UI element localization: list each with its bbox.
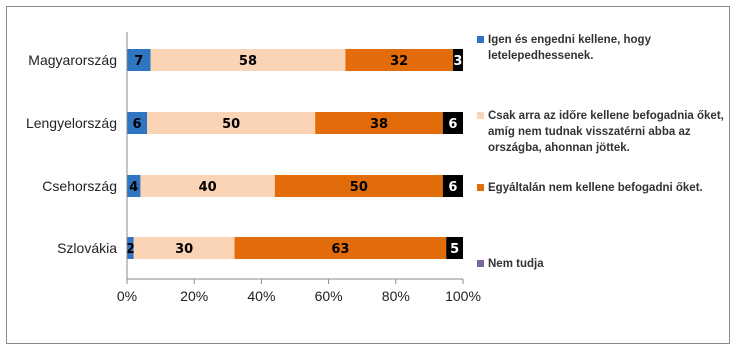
legend: Igen és engedni kellene, hogy letelepedhe…: [477, 34, 724, 270]
legend-swatch: [477, 112, 484, 119]
legend-swatch: [477, 36, 484, 43]
legend-swatch: [477, 260, 484, 267]
data-label: 32: [390, 54, 408, 69]
bar-segment: [345, 49, 453, 71]
bar-segment: [315, 112, 443, 134]
x-tick-label: 100%: [445, 288, 481, 304]
bar-segment: [442, 112, 463, 134]
legend-label: Igen és engedni kellene, hogy: [488, 34, 652, 46]
bar-segment: [140, 175, 275, 197]
bar-segment: [127, 237, 134, 259]
data-label: 2: [126, 242, 135, 257]
bar-segment: [274, 175, 443, 197]
data-label: 6: [448, 117, 457, 132]
x-tick-label: 0%: [117, 288, 137, 304]
bar-segment: [133, 237, 235, 259]
data-label: 6: [448, 180, 457, 195]
axis-layer: Magyarország Lengyelország Csehország Szlov…: [26, 32, 481, 304]
bar-segment: [452, 49, 463, 71]
data-label: 5: [450, 242, 459, 257]
legend-label: Csak arra az időre kellene befogadnia ők…: [488, 110, 724, 122]
data-label: 58: [239, 54, 257, 69]
data-label: 63: [331, 242, 349, 257]
data-label: 3: [453, 54, 462, 69]
bar-segment: [147, 112, 316, 134]
bar-segment: [234, 237, 447, 259]
bar-segment: [446, 237, 463, 259]
data-label: 6: [133, 117, 142, 132]
data-label: 30: [175, 242, 193, 257]
bar-segment: [442, 175, 463, 197]
x-tick-label: 20%: [180, 288, 208, 304]
x-tick-label: 40%: [247, 288, 275, 304]
category-label: Lengyelország: [26, 115, 117, 131]
legend-label: Egyáltalán nem kellene befogadni őket.: [488, 182, 703, 194]
data-label: 4: [129, 180, 138, 195]
data-label: 50: [350, 180, 368, 195]
x-tick-label: 60%: [315, 288, 343, 304]
data-label: 40: [199, 180, 217, 195]
data-label: 38: [370, 117, 388, 132]
category-label: Csehország: [42, 178, 117, 194]
bar-segment: [127, 49, 151, 71]
legend-label: Nem tudja: [488, 258, 544, 270]
data-label: 7: [134, 54, 143, 69]
bars-layer: 7 58 32 3 6 50 38 6 4 40 50 6 2 30 63 5: [126, 49, 463, 259]
bar-segment: [127, 112, 148, 134]
legend-label: letelepedhessenek.: [488, 50, 593, 62]
data-label: 50: [222, 117, 240, 132]
bar-segment: [127, 175, 141, 197]
legend-label: országba, ahonnan jöttek.: [488, 142, 630, 154]
x-tick-label: 80%: [382, 288, 410, 304]
category-label: Szlovákia: [57, 240, 117, 256]
legend-label: amíg nem tudnak visszatérni abba az: [488, 126, 691, 138]
category-label: Magyarország: [28, 52, 117, 68]
legend-swatch: [477, 184, 484, 191]
bar-segment: [150, 49, 346, 71]
